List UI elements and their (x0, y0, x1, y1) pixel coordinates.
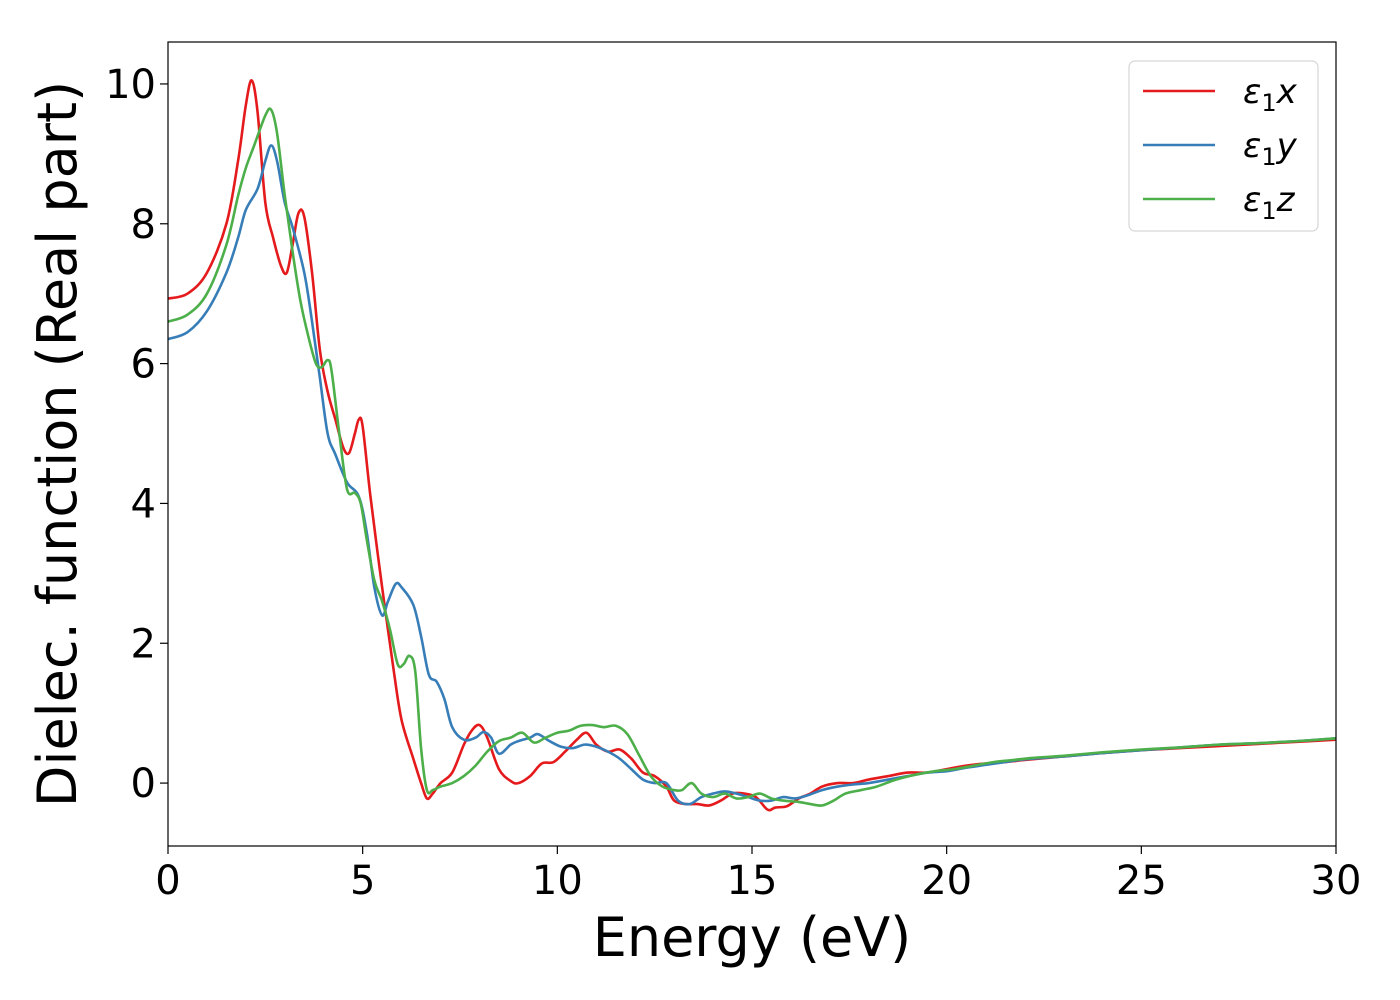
legend-symbol: ε (1243, 180, 1261, 220)
legend-subscript: 1 (1261, 89, 1276, 117)
x-tick-label: 25 (1116, 858, 1167, 904)
legend-variable: x (1276, 72, 1298, 112)
y-axis: 0 2 4 6 8 10 (105, 62, 168, 807)
series-line-z (168, 107, 1336, 807)
legend-label-z: ε1z (1243, 180, 1296, 225)
legend-label-x: ε1x (1243, 72, 1298, 117)
y-tick-label: 8 (131, 202, 156, 248)
series-line-y (168, 144, 1336, 806)
x-tick-label: 30 (1311, 858, 1362, 904)
legend-box (1128, 60, 1319, 232)
legend-symbol: ε (1243, 72, 1261, 112)
legend-symbol: ε (1243, 126, 1261, 166)
series-line-x (168, 79, 1336, 812)
y-tick-label: 10 (105, 62, 156, 108)
x-tick-label: 10 (532, 858, 583, 904)
x-tick-label: 15 (727, 858, 778, 904)
x-tick-label: 20 (921, 858, 972, 904)
legend-variable: y (1276, 126, 1298, 166)
legend-subscript: 1 (1261, 197, 1276, 225)
y-tick-label: 2 (131, 621, 156, 667)
x-axis-label: Energy (eV) (593, 906, 912, 969)
x-axis: 0 5 10 15 20 25 30 (155, 846, 1361, 904)
legend-label-y: ε1y (1243, 126, 1298, 171)
y-tick-label: 4 (131, 481, 156, 527)
y-tick-label: 6 (131, 342, 156, 388)
legend-subscript: 1 (1261, 143, 1276, 171)
y-tick-label: 0 (131, 761, 156, 807)
x-tick-label: 5 (350, 858, 375, 904)
legend-variable: z (1276, 180, 1296, 220)
y-axis-label: Dielec. function (Real part) (26, 81, 89, 807)
series-layer (168, 79, 1336, 812)
x-tick-label: 0 (155, 858, 180, 904)
